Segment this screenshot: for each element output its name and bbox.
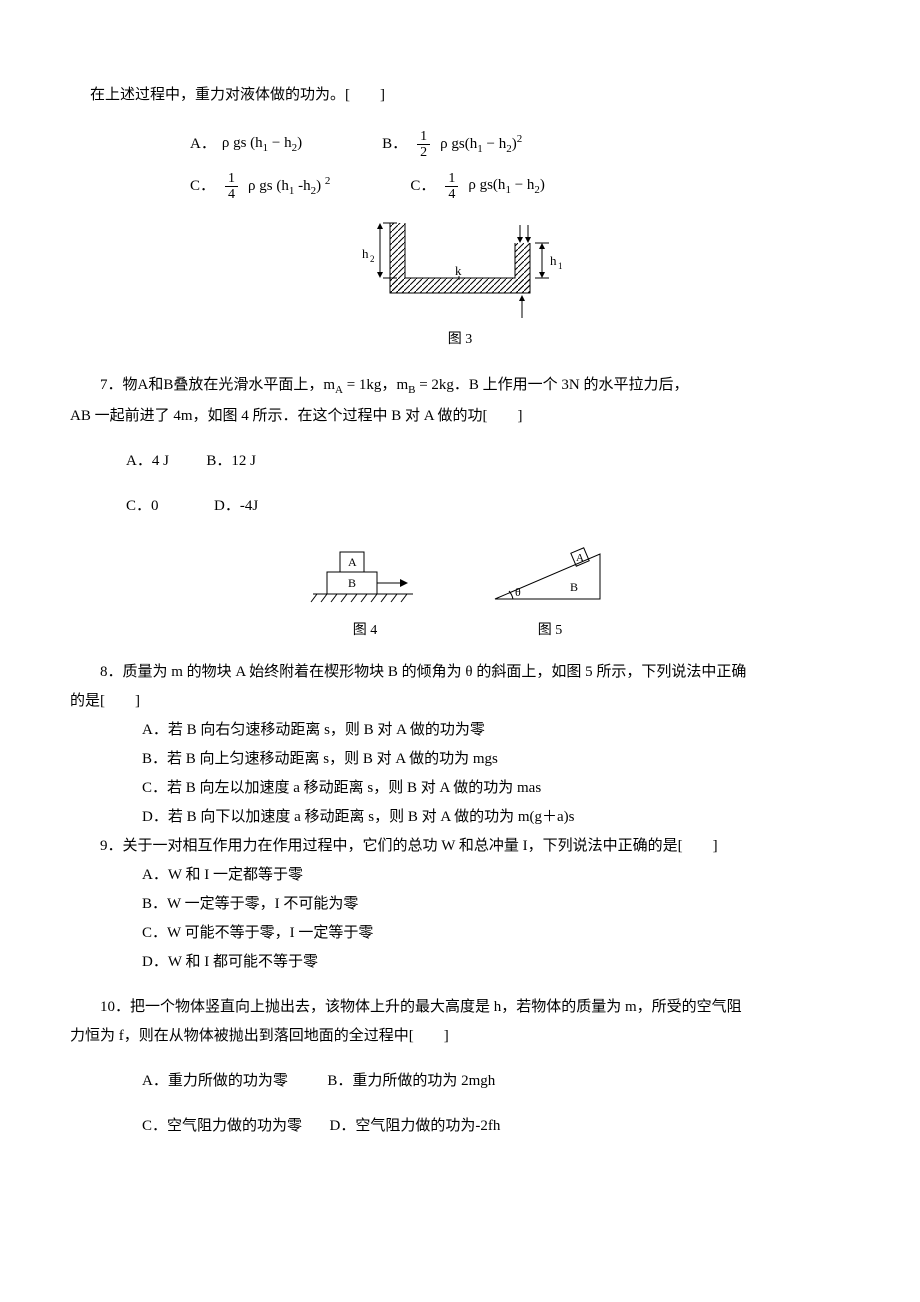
figures-4-5: A B 图 4 A B θ 图 5 [70,544,850,643]
q7-option-b: B．12 J [206,453,256,469]
opt-label: A． [190,131,216,158]
q9-option-b: B．W 一定等于零，I 不可能为零 [70,891,850,918]
q8-stem-2: 的是[ ] [70,688,850,715]
svg-text:h: h [550,253,557,268]
k-label: k [455,263,462,278]
q8-stem-1: 8．质量为 m 的物块 A 始终附着在楔形物块 B 的倾角为 θ 的斜面上，如图… [70,659,850,686]
q7-options-row2: C．0 D．-4J [70,493,850,520]
svg-text:A: A [348,555,357,569]
q10-option-d: D．空气阻力做的功为-2fh [330,1118,501,1134]
q8-option-a: A．若 B 向右匀速移动距离 s，则 B 对 A 做的功为零 [70,717,850,744]
svg-text:B: B [570,580,578,594]
q6-options: A． ρ gs (h1 − h2) B． 12 ρ gs(h1 − h2)2 C… [70,129,850,203]
q10-option-a: A．重力所做的功为零 [142,1073,288,1089]
q10-option-b: B．重力所做的功为 2mgh [327,1073,495,1089]
q8-option-c: C．若 B 向左以加速度 a 移动距离 s，则 B 对 A 做的功为 mas [70,775,850,802]
q6-option-c1: C． 14 ρ gs (h1 -h2) 2 [190,171,330,203]
q7-stem: 7．物A和B叠放在光滑水平面上，mA = 1kg，mB = 2kg．B 上作用一… [70,372,850,401]
q9-option-d: D．W 和 I 都可能不等于零 [70,949,850,976]
figure-4-label: 图 4 [353,618,378,643]
q10-options-row2: C．空气阻力做的功为零 D．空气阻力做的功为-2fh [70,1113,850,1140]
q8-option-b: B．若 B 向上匀速移动距离 s，则 B 对 A 做的功为 mgs [70,746,850,773]
q7-options-row1: A．4 J B．12 J [70,448,850,475]
q7-stem-2: AB 一起前进了 4m，如图 4 所示．在这个过程中 B 对 A 做的功[ ] [70,403,850,430]
q9-stem: 9．关于一对相互作用力在作用过程中，它们的总功 W 和总冲量 I，下列说法中正确… [70,833,850,860]
svg-text:h: h [362,246,369,261]
q10-stem-1: 10．把一个物体竖直向上抛出去，该物体上升的最大高度是 h，若物体的质量为 m，… [70,994,850,1021]
q8-option-d: D．若 B 向下以加速度 a 移动距离 s，则 B 对 A 做的功为 m(g＋a… [70,804,850,831]
q7-option-c: C．0 [126,498,159,514]
q6-prompt: 在上述过程中，重力对液体做的功为。[ ] [70,82,850,109]
svg-text:A: A [576,552,584,564]
q9-option-a: A．W 和 I 一定都等于零 [70,862,850,889]
svg-text:2: 2 [370,254,375,264]
opt-label: C． [190,173,215,200]
q9-option-c: C．W 可能不等于零，I 一定等于零 [70,920,850,947]
q10-options-row1: A．重力所做的功为零 B．重力所做的功为 2mgh [70,1068,850,1095]
q7-option-a: A．4 J [126,453,169,469]
svg-text:θ: θ [515,585,521,599]
svg-text:B: B [348,576,356,590]
figure-5-label: 图 5 [538,618,563,643]
opt-label: C． [410,173,435,200]
figure-4-svg: A B [305,544,425,614]
figure-3-label: 图 3 [70,327,850,352]
q6-option-c2: C． 14 ρ gs(h1 − h2) [410,171,545,203]
q6-option-b: B． 12 ρ gs(h1 − h2)2 [382,129,522,161]
svg-text:1: 1 [558,261,563,271]
q10-option-c: C．空气阻力做的功为零 [142,1118,302,1134]
figure-3: h 2 h 1 k 图 3 [70,213,850,352]
opt-label: B． [382,131,407,158]
figure-5-svg: A B θ [485,544,615,614]
q6-option-a: A． ρ gs (h1 − h2) [190,130,302,159]
q7-option-d: D．-4J [214,498,258,514]
q10-stem-2: 力恒为 f，则在从物体被抛出到落回地面的全过程中[ ] [70,1023,850,1050]
